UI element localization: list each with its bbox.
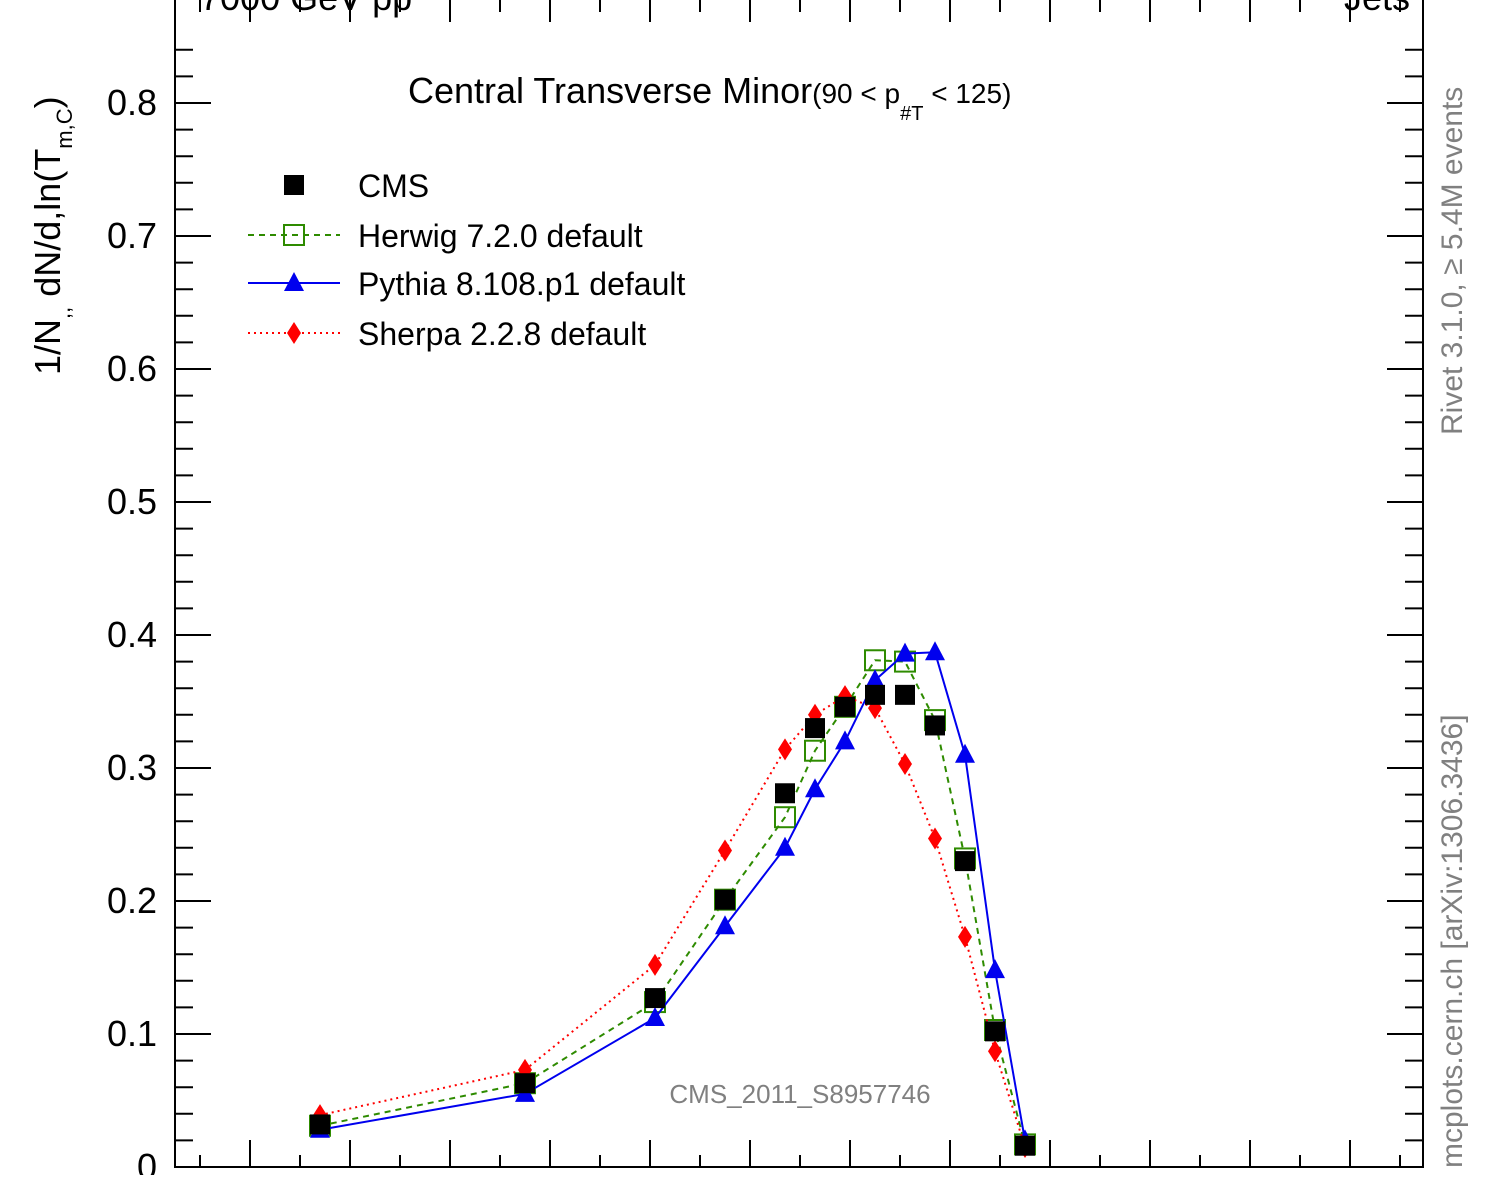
y-tick-label: 0.5 [107,481,157,522]
watermark: CMS_2011_S8957746 [669,1079,930,1109]
series-sherpa-2-2-8-default [313,685,1032,1159]
data-point [775,836,795,856]
y-tick-labels: 0.8 0.7 0.6 0.5 0.4 0.3 0.2 0.1 0 [107,82,157,1180]
data-point [895,684,915,705]
legend-label: CMS [358,168,429,204]
data-point [985,1021,1005,1042]
legend-marker [284,272,304,291]
series-layer [309,641,1036,1159]
data-point [645,988,665,1009]
data-point [645,1007,665,1027]
data-point [310,1114,330,1135]
legend-label: Sherpa 2.2.8 default [358,316,646,352]
title-main: Central Transverse Minor [408,70,812,111]
data-point [958,925,972,948]
data-point [715,889,735,910]
y-tick-label: 0.3 [107,747,157,788]
y-axis-label: 1/N,, dN/d,ln(Tm,C) [27,96,77,375]
data-point [955,851,975,872]
data-point [925,641,945,661]
series-cms [310,684,1035,1156]
data-point [805,718,825,739]
top-left-label: 7000 GeV pp [200,0,412,18]
right-label-bottom: mcplots.cern.ch [arXiv:1306.3436] [1436,714,1469,1168]
y-tick-label: 0.6 [107,348,157,389]
ylabel-mid: dN/d,ln(T [27,149,68,307]
legend-label: Herwig 7.2.0 default [358,218,643,254]
data-point [718,839,732,862]
title-paren-end: < 125) [923,78,1011,109]
ylabel-sub1: ,, [50,307,75,319]
right-label-top: Rivet 3.1.0, ≥ 5.4M events [1436,87,1469,435]
legend: CMS Herwig 7.2.0 default Pythia 8.108.p1 d… [248,168,685,352]
legend-label: Pythia 8.108.p1 default [358,266,685,302]
y-tick-label: 0.7 [107,215,157,256]
title-paren-start: (90 < p [812,78,900,109]
data-point [835,696,855,717]
data-point [895,642,915,662]
data-point [775,783,795,804]
data-point [805,778,825,798]
data-point [774,806,796,829]
data-point [804,739,826,762]
data-point [865,684,885,705]
y-tick-label: 0.4 [107,614,157,655]
data-point [835,730,855,750]
legend-marker [283,224,305,246]
y-tick-label: 0.1 [107,1013,157,1054]
chart-title: Central Transverse Minor(90 < p#T < 125) [408,70,1011,125]
title-paren-sub: #T [900,103,923,125]
y-tick-label: 0 [137,1146,157,1175]
legend-marker [287,322,301,344]
y-tick-label: 0.2 [107,880,157,921]
data-point [955,743,975,763]
data-point [648,953,662,976]
data-point [898,753,912,776]
data-point [988,1040,1002,1063]
ylabel-end: ) [27,96,68,108]
data-point [865,669,885,689]
top-right-label: Jets [1344,0,1410,18]
data-point [1015,1135,1035,1156]
axis-ticks [175,0,1423,1168]
data-point [985,959,1005,979]
legend-marker [284,175,304,195]
ylabel-sub2: m,C [52,108,77,148]
data-point [778,738,792,761]
ylabel-main: 1/N [27,319,68,375]
series-line [319,659,1026,1145]
y-tick-label: 0.8 [107,82,157,123]
series-line [319,651,1026,1141]
data-point [515,1073,535,1094]
data-point [928,827,942,850]
data-point [715,915,735,935]
data-point [925,715,945,736]
